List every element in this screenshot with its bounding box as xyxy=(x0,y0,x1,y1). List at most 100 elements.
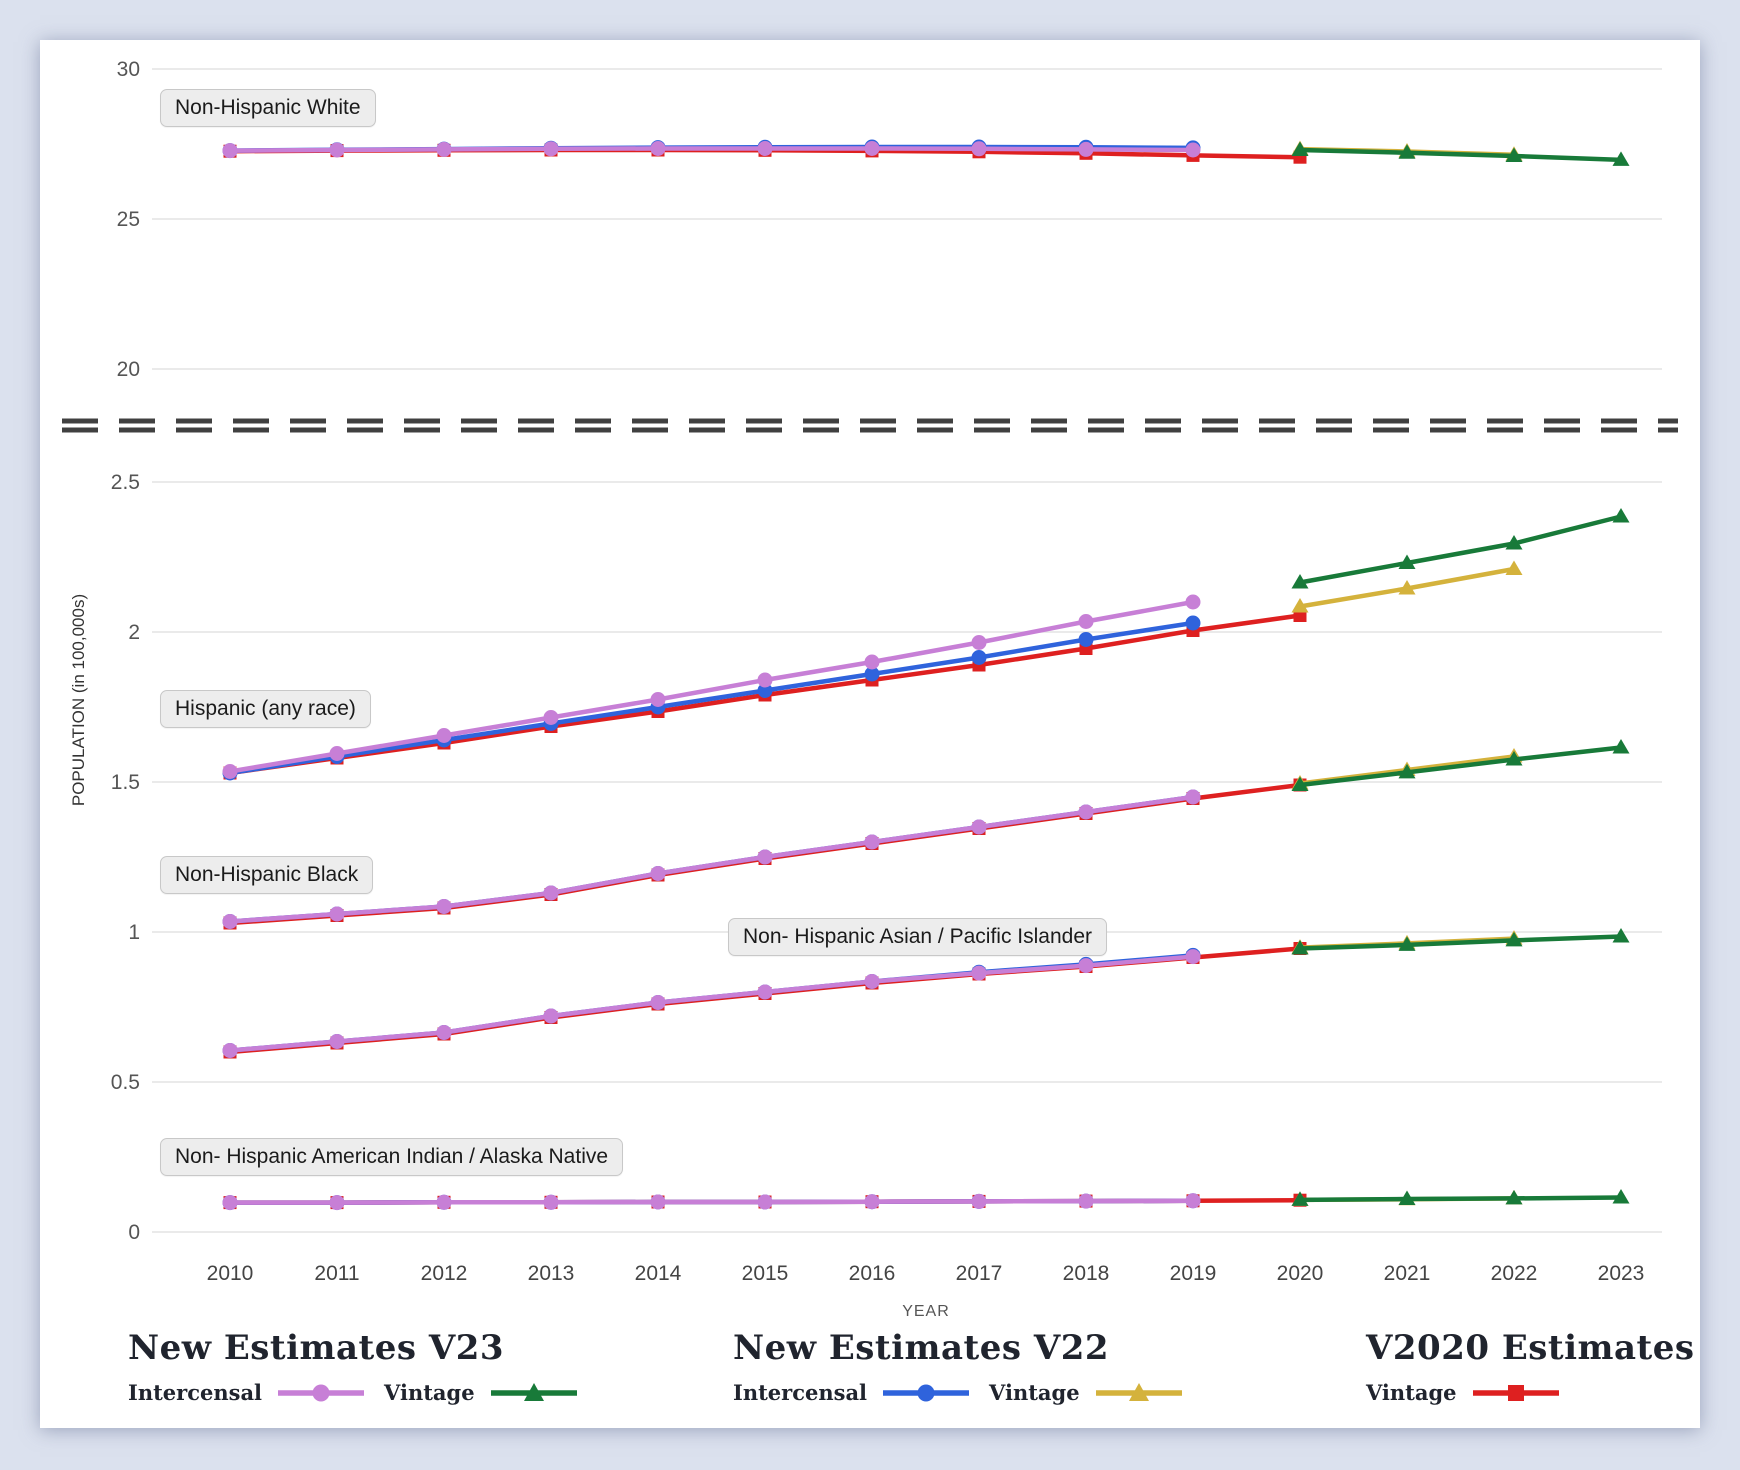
data-point-circle xyxy=(1185,594,1201,610)
data-point-circle xyxy=(864,654,880,670)
data-point-circle xyxy=(1078,614,1094,629)
legend-item: Vintage xyxy=(384,1380,579,1405)
data-point-circle xyxy=(222,1195,238,1211)
data-point-triangle xyxy=(1505,560,1523,575)
legend-group-title: New Estimates V23 xyxy=(128,1328,505,1368)
legend-item: Intercensal xyxy=(128,1380,366,1405)
x-tick-label: 2013 xyxy=(528,1262,575,1285)
data-point-triangle xyxy=(1398,554,1416,569)
data-point-circle xyxy=(650,866,666,881)
data-point-circle xyxy=(543,1008,559,1024)
series-line xyxy=(227,1198,1196,1205)
legend-item-label: Vintage xyxy=(1366,1380,1457,1405)
data-point-circle xyxy=(436,1025,452,1040)
data-point-triangle xyxy=(1291,598,1309,613)
data-point-circle xyxy=(971,635,987,650)
data-point-circle xyxy=(864,834,880,850)
category-label: Non-Hispanic White xyxy=(160,89,376,127)
y-tick-label: 2.5 xyxy=(111,471,140,494)
series-line xyxy=(227,794,1196,924)
x-tick-label: 2017 xyxy=(956,1262,1003,1285)
data-point-circle xyxy=(1078,804,1094,820)
y-tick-label: 20 xyxy=(117,358,140,381)
series-line xyxy=(227,146,1196,153)
data-point-circle xyxy=(329,746,345,761)
series-line xyxy=(1297,514,1624,585)
data-point-circle xyxy=(757,1194,773,1210)
data-point-circle xyxy=(222,143,238,159)
data-point-circle xyxy=(650,1194,666,1210)
data-point-circle xyxy=(1078,1193,1094,1209)
category-label: Non-Hispanic Black xyxy=(160,856,374,894)
data-point-triangle xyxy=(1612,739,1630,754)
legend-marker-triangle-icon xyxy=(490,1382,577,1401)
data-point-circle xyxy=(329,1195,345,1211)
legend-item-label: Intercensal xyxy=(128,1380,263,1405)
data-point-circle xyxy=(1185,615,1201,631)
data-point-triangle xyxy=(1291,776,1309,791)
data-point-triangle xyxy=(1612,508,1630,523)
data-point-circle xyxy=(971,1193,987,1209)
data-point-circle xyxy=(1185,949,1201,965)
x-tick-label: 2023 xyxy=(1598,1262,1645,1285)
series-line xyxy=(1297,147,1624,163)
data-point-triangle xyxy=(1291,574,1309,589)
data-point-triangle xyxy=(1291,1191,1309,1206)
category-label: Non- Hispanic American Indian / Alaska N… xyxy=(160,1138,624,1176)
series-line xyxy=(1297,934,1624,951)
population-chart: 30 25 20 2.5 2 1.5 1 0.5 0 2010 2011 2012 2013 2014 20… xyxy=(62,58,1678,1320)
legend-group: V2020 Estimates Vintage xyxy=(1366,1328,1695,1405)
series-group xyxy=(222,928,1630,1059)
legend-marker-triangle-icon xyxy=(1095,1382,1182,1401)
data-point-circle xyxy=(971,141,987,157)
legend-marker-circle-icon xyxy=(278,1384,365,1401)
data-point-circle xyxy=(864,974,880,989)
data-point-circle xyxy=(222,914,238,929)
data-point-circle xyxy=(543,1194,559,1210)
data-point-circle xyxy=(543,885,559,901)
data-point-triangle xyxy=(1612,1189,1630,1204)
legend-item: Vintage xyxy=(1366,1380,1561,1405)
y-axis-title: POPULATION (in 100,000s) xyxy=(69,594,88,806)
data-point-circle xyxy=(757,849,773,865)
legend-marker-circle-icon xyxy=(883,1384,970,1401)
data-point-triangle xyxy=(1505,535,1523,550)
data-point-circle xyxy=(864,1194,880,1210)
x-tick-label: 2022 xyxy=(1491,1262,1538,1285)
data-point-circle xyxy=(436,1194,452,1210)
data-point-triangle xyxy=(1612,928,1630,943)
data-point-circle xyxy=(222,764,238,779)
data-point-circle xyxy=(864,141,880,156)
x-tick-label: 2020 xyxy=(1277,1262,1324,1285)
legend-marker-square-icon xyxy=(1472,1384,1559,1401)
series-group xyxy=(222,1189,1630,1211)
legend-group: New Estimates V23 Intercensal Vintage xyxy=(128,1328,579,1405)
data-point-triangle xyxy=(1505,147,1523,162)
data-point-circle xyxy=(1078,141,1094,157)
category-label: Hispanic (any race) xyxy=(160,690,371,728)
x-tick-label: 2019 xyxy=(1170,1262,1217,1285)
data-point-triangle xyxy=(1398,580,1416,595)
data-point-circle xyxy=(650,995,666,1010)
x-tick-label: 2015 xyxy=(742,1262,789,1285)
data-point-circle xyxy=(436,899,452,914)
y-tick-label: 30 xyxy=(117,58,140,81)
legend-group-title: V2020 Estimates xyxy=(1366,1328,1695,1368)
series-line xyxy=(1297,1195,1624,1203)
x-tick-label: 2021 xyxy=(1384,1262,1431,1285)
x-axis-title: YEAR xyxy=(902,1303,950,1320)
x-tick-label: 2012 xyxy=(421,1262,468,1285)
data-point-triangle xyxy=(1612,151,1630,166)
data-point-circle xyxy=(1185,789,1201,805)
series-group xyxy=(222,139,1630,166)
legend-item-label: Vintage xyxy=(384,1380,475,1405)
x-tick-label: 2018 xyxy=(1063,1262,1110,1285)
data-point-circle xyxy=(543,710,559,725)
y-tick-label: 0.5 xyxy=(111,1071,140,1094)
data-point-triangle xyxy=(1398,763,1416,779)
data-point-circle xyxy=(329,142,345,158)
data-point-triangle xyxy=(1505,751,1523,766)
data-point-circle xyxy=(757,141,773,156)
legend-item-label: Intercensal xyxy=(733,1380,868,1405)
data-point-circle xyxy=(650,141,666,156)
